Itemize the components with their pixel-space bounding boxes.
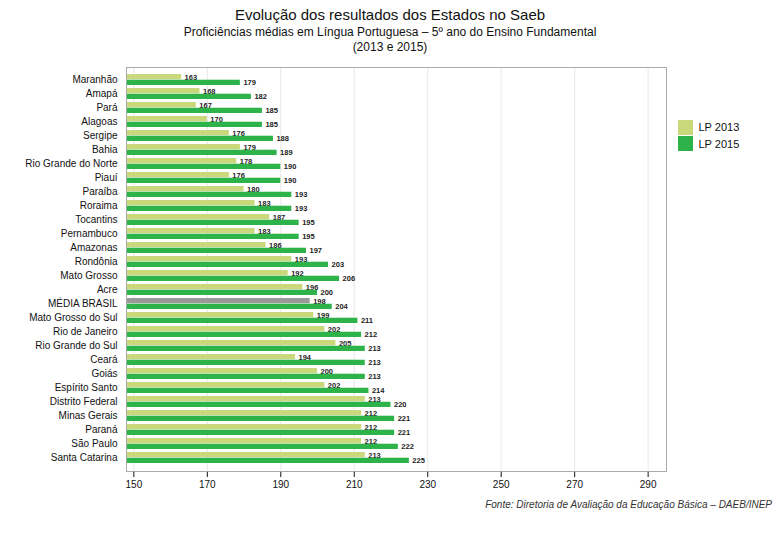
svg-text:213: 213 bbox=[368, 344, 381, 353]
svg-text:176: 176 bbox=[232, 170, 245, 180]
svg-text:192: 192 bbox=[291, 268, 304, 278]
svg-text:190: 190 bbox=[272, 479, 289, 490]
svg-text:São Paulo: São Paulo bbox=[71, 438, 118, 449]
svg-text:270: 270 bbox=[566, 479, 583, 490]
svg-text:Espírito Santo: Espírito Santo bbox=[55, 382, 118, 393]
svg-text:Roraima: Roraima bbox=[80, 200, 118, 211]
svg-text:Bahia: Bahia bbox=[92, 144, 118, 155]
svg-text:Distrito Federal: Distrito Federal bbox=[50, 396, 118, 407]
svg-text:185: 185 bbox=[265, 120, 278, 129]
svg-text:194: 194 bbox=[298, 352, 311, 362]
svg-text:Rio Grande do Sul: Rio Grande do Sul bbox=[35, 340, 117, 351]
html-text:Proficiências médias em Língua: Proficiências médias em Língua Portugues… bbox=[183, 25, 597, 54]
svg-text:163: 163 bbox=[184, 72, 198, 82]
svg-text:221: 221 bbox=[398, 414, 411, 423]
svg-text:Paraná: Paraná bbox=[85, 424, 118, 435]
html-text:Fonte: Diretoria de Avaliação: Fonte: Diretoria de Avaliação da Educaçã… bbox=[485, 499, 772, 510]
svg-text:Mato Grosso: Mato Grosso bbox=[60, 270, 118, 281]
svg-text:200: 200 bbox=[321, 288, 334, 297]
svg-text:179: 179 bbox=[243, 142, 256, 152]
svg-text:Acre: Acre bbox=[97, 284, 118, 295]
svg-text:195: 195 bbox=[302, 218, 315, 227]
svg-text:230: 230 bbox=[419, 479, 436, 490]
svg-text:213: 213 bbox=[368, 450, 381, 460]
svg-text:Minas Gerais: Minas Gerais bbox=[59, 410, 118, 421]
svg-text:186: 186 bbox=[269, 240, 282, 250]
svg-text:196: 196 bbox=[305, 282, 319, 292]
svg-text:214: 214 bbox=[372, 386, 385, 395]
svg-text:168: 168 bbox=[203, 86, 216, 96]
svg-text:198: 198 bbox=[313, 296, 326, 306]
svg-text:Santa Catarina: Santa Catarina bbox=[51, 452, 118, 463]
svg-text:202: 202 bbox=[327, 380, 341, 390]
svg-text:193: 193 bbox=[295, 204, 308, 213]
svg-text:195: 195 bbox=[302, 232, 315, 241]
svg-text:Sergipe: Sergipe bbox=[83, 130, 118, 141]
svg-text:Ceará: Ceará bbox=[90, 354, 118, 365]
svg-text:Pará: Pará bbox=[96, 102, 118, 113]
svg-text:Pernambuco: Pernambuco bbox=[61, 228, 118, 239]
svg-text:213: 213 bbox=[368, 372, 381, 381]
svg-text:188: 188 bbox=[276, 134, 289, 143]
svg-text:190: 190 bbox=[284, 162, 297, 171]
svg-text:212: 212 bbox=[364, 422, 378, 432]
svg-text:290: 290 bbox=[640, 479, 657, 490]
svg-text:Alagoas: Alagoas bbox=[81, 116, 117, 127]
svg-text:MÉDIA BRASIL: MÉDIA BRASIL bbox=[48, 297, 118, 309]
svg-text:179: 179 bbox=[243, 78, 256, 87]
svg-text:221: 221 bbox=[398, 428, 411, 437]
svg-text:Amazonas: Amazonas bbox=[70, 242, 117, 253]
svg-text:204: 204 bbox=[335, 302, 348, 311]
html-text:LP 2013: LP 2013 bbox=[698, 121, 740, 134]
svg-text:170: 170 bbox=[199, 479, 216, 490]
svg-text:170: 170 bbox=[210, 114, 223, 124]
svg-text:178: 178 bbox=[239, 156, 253, 166]
svg-text:225: 225 bbox=[412, 456, 425, 465]
svg-text:150: 150 bbox=[126, 479, 143, 490]
svg-text:211: 211 bbox=[361, 316, 373, 325]
svg-text:Goiás: Goiás bbox=[91, 368, 117, 379]
svg-text:Tocantins: Tocantins bbox=[75, 214, 117, 225]
svg-text:212: 212 bbox=[364, 436, 378, 446]
svg-text:180: 180 bbox=[247, 184, 260, 194]
svg-text:Mato Grosso do Sul: Mato Grosso do Sul bbox=[29, 312, 117, 323]
svg-text:197: 197 bbox=[310, 246, 323, 255]
svg-text:167: 167 bbox=[199, 100, 212, 110]
svg-text:Rondônia: Rondônia bbox=[75, 256, 118, 267]
svg-text:202: 202 bbox=[327, 324, 341, 334]
svg-text:193: 193 bbox=[294, 254, 308, 264]
svg-text:250: 250 bbox=[493, 479, 510, 490]
svg-text:212: 212 bbox=[364, 408, 378, 418]
svg-text:187: 187 bbox=[272, 212, 286, 222]
svg-text:206: 206 bbox=[343, 274, 356, 283]
svg-text:199: 199 bbox=[316, 310, 330, 320]
svg-text:190: 190 bbox=[284, 176, 297, 185]
svg-text:176: 176 bbox=[232, 128, 245, 138]
svg-text:222: 222 bbox=[401, 442, 414, 451]
svg-text:Piauí: Piauí bbox=[95, 172, 118, 183]
html-text:Evolução dos resultados dos Es: Evolução dos resultados dos Estados no S… bbox=[234, 6, 546, 23]
svg-text:Rio Grande do Norte: Rio Grande do Norte bbox=[25, 158, 118, 169]
svg-text:Rio de Janeiro: Rio de Janeiro bbox=[53, 326, 118, 337]
html-text:LP 2015: LP 2015 bbox=[698, 137, 740, 150]
svg-text:182: 182 bbox=[254, 92, 267, 101]
svg-text:200: 200 bbox=[320, 366, 333, 376]
svg-text:189: 189 bbox=[280, 148, 293, 157]
svg-text:203: 203 bbox=[332, 260, 345, 269]
svg-text:193: 193 bbox=[295, 190, 308, 199]
svg-text:185: 185 bbox=[265, 106, 278, 115]
svg-text:Amapá: Amapá bbox=[86, 88, 118, 99]
svg-text:205: 205 bbox=[338, 338, 352, 348]
svg-text:220: 220 bbox=[394, 400, 407, 409]
svg-text:183: 183 bbox=[258, 226, 271, 236]
svg-text:Paraíba: Paraíba bbox=[82, 186, 117, 197]
svg-text:212: 212 bbox=[365, 330, 378, 339]
svg-text:Maranhão: Maranhão bbox=[72, 74, 117, 85]
svg-text:183: 183 bbox=[258, 198, 271, 208]
svg-text:213: 213 bbox=[368, 358, 381, 367]
svg-text:210: 210 bbox=[346, 479, 363, 490]
svg-text:213: 213 bbox=[368, 394, 381, 404]
